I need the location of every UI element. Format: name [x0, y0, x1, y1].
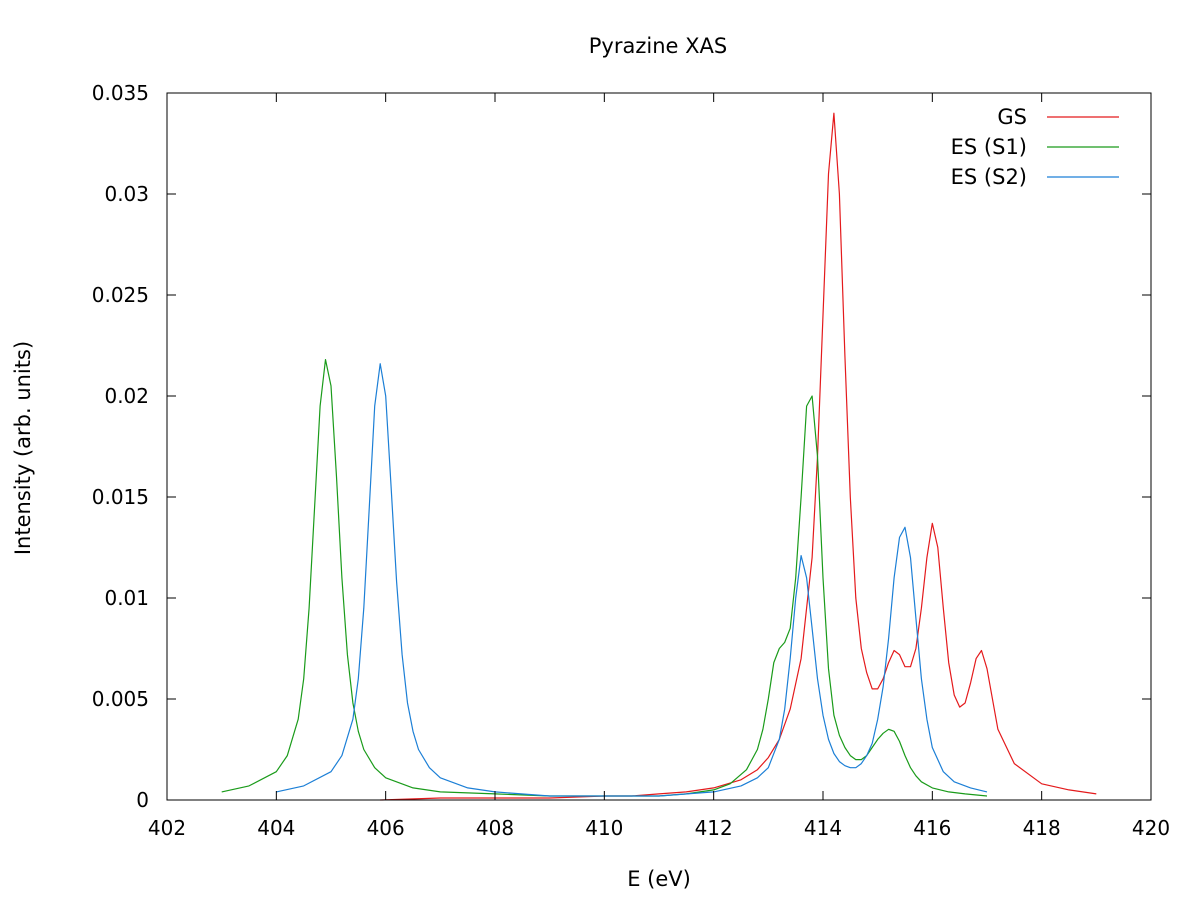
y-tick-label: 0.02: [104, 384, 149, 408]
y-tick-label: 0.015: [92, 485, 149, 509]
y-tick-label: 0.025: [92, 283, 149, 307]
x-tick-label: 416: [913, 816, 951, 840]
chart-title: Pyrazine XAS: [589, 34, 727, 58]
x-tick-label: 408: [476, 816, 514, 840]
plot-frame: [166, 92, 1152, 801]
x-axis-title: E (eV): [627, 867, 691, 891]
series-layer: [221, 112, 1097, 801]
y-tick-label: 0.005: [92, 687, 149, 711]
legend: GS ES (S1) ES (S2): [951, 105, 1119, 189]
x-tick-label: 418: [1023, 816, 1061, 840]
x-tick-label: 402: [148, 816, 186, 840]
legend-label: GS: [997, 105, 1027, 129]
series-line-es-s2: [276, 363, 988, 797]
x-tick-label: 404: [257, 816, 295, 840]
legend-label: ES (S1): [951, 135, 1027, 159]
x-tick-label: 412: [695, 816, 733, 840]
axis-layer: 402 404 406 408 410 412 414 416 418 420 0 0.005 0.01…: [92, 81, 1170, 840]
legend-label: ES (S2): [951, 165, 1027, 189]
series-line-es-s1: [221, 359, 988, 797]
y-tick-label: 0: [136, 788, 149, 812]
y-tick-label: 0.03: [104, 182, 149, 206]
x-tick-label: 414: [804, 816, 842, 840]
x-tick-label: 410: [585, 816, 623, 840]
y-tick-label: 0.01: [104, 586, 149, 610]
y-axis-title: Intensity (arb. units): [11, 341, 35, 555]
y-tick-label: 0.035: [92, 81, 149, 105]
x-tick-label: 406: [367, 816, 405, 840]
x-tick-label: 420: [1132, 816, 1170, 840]
